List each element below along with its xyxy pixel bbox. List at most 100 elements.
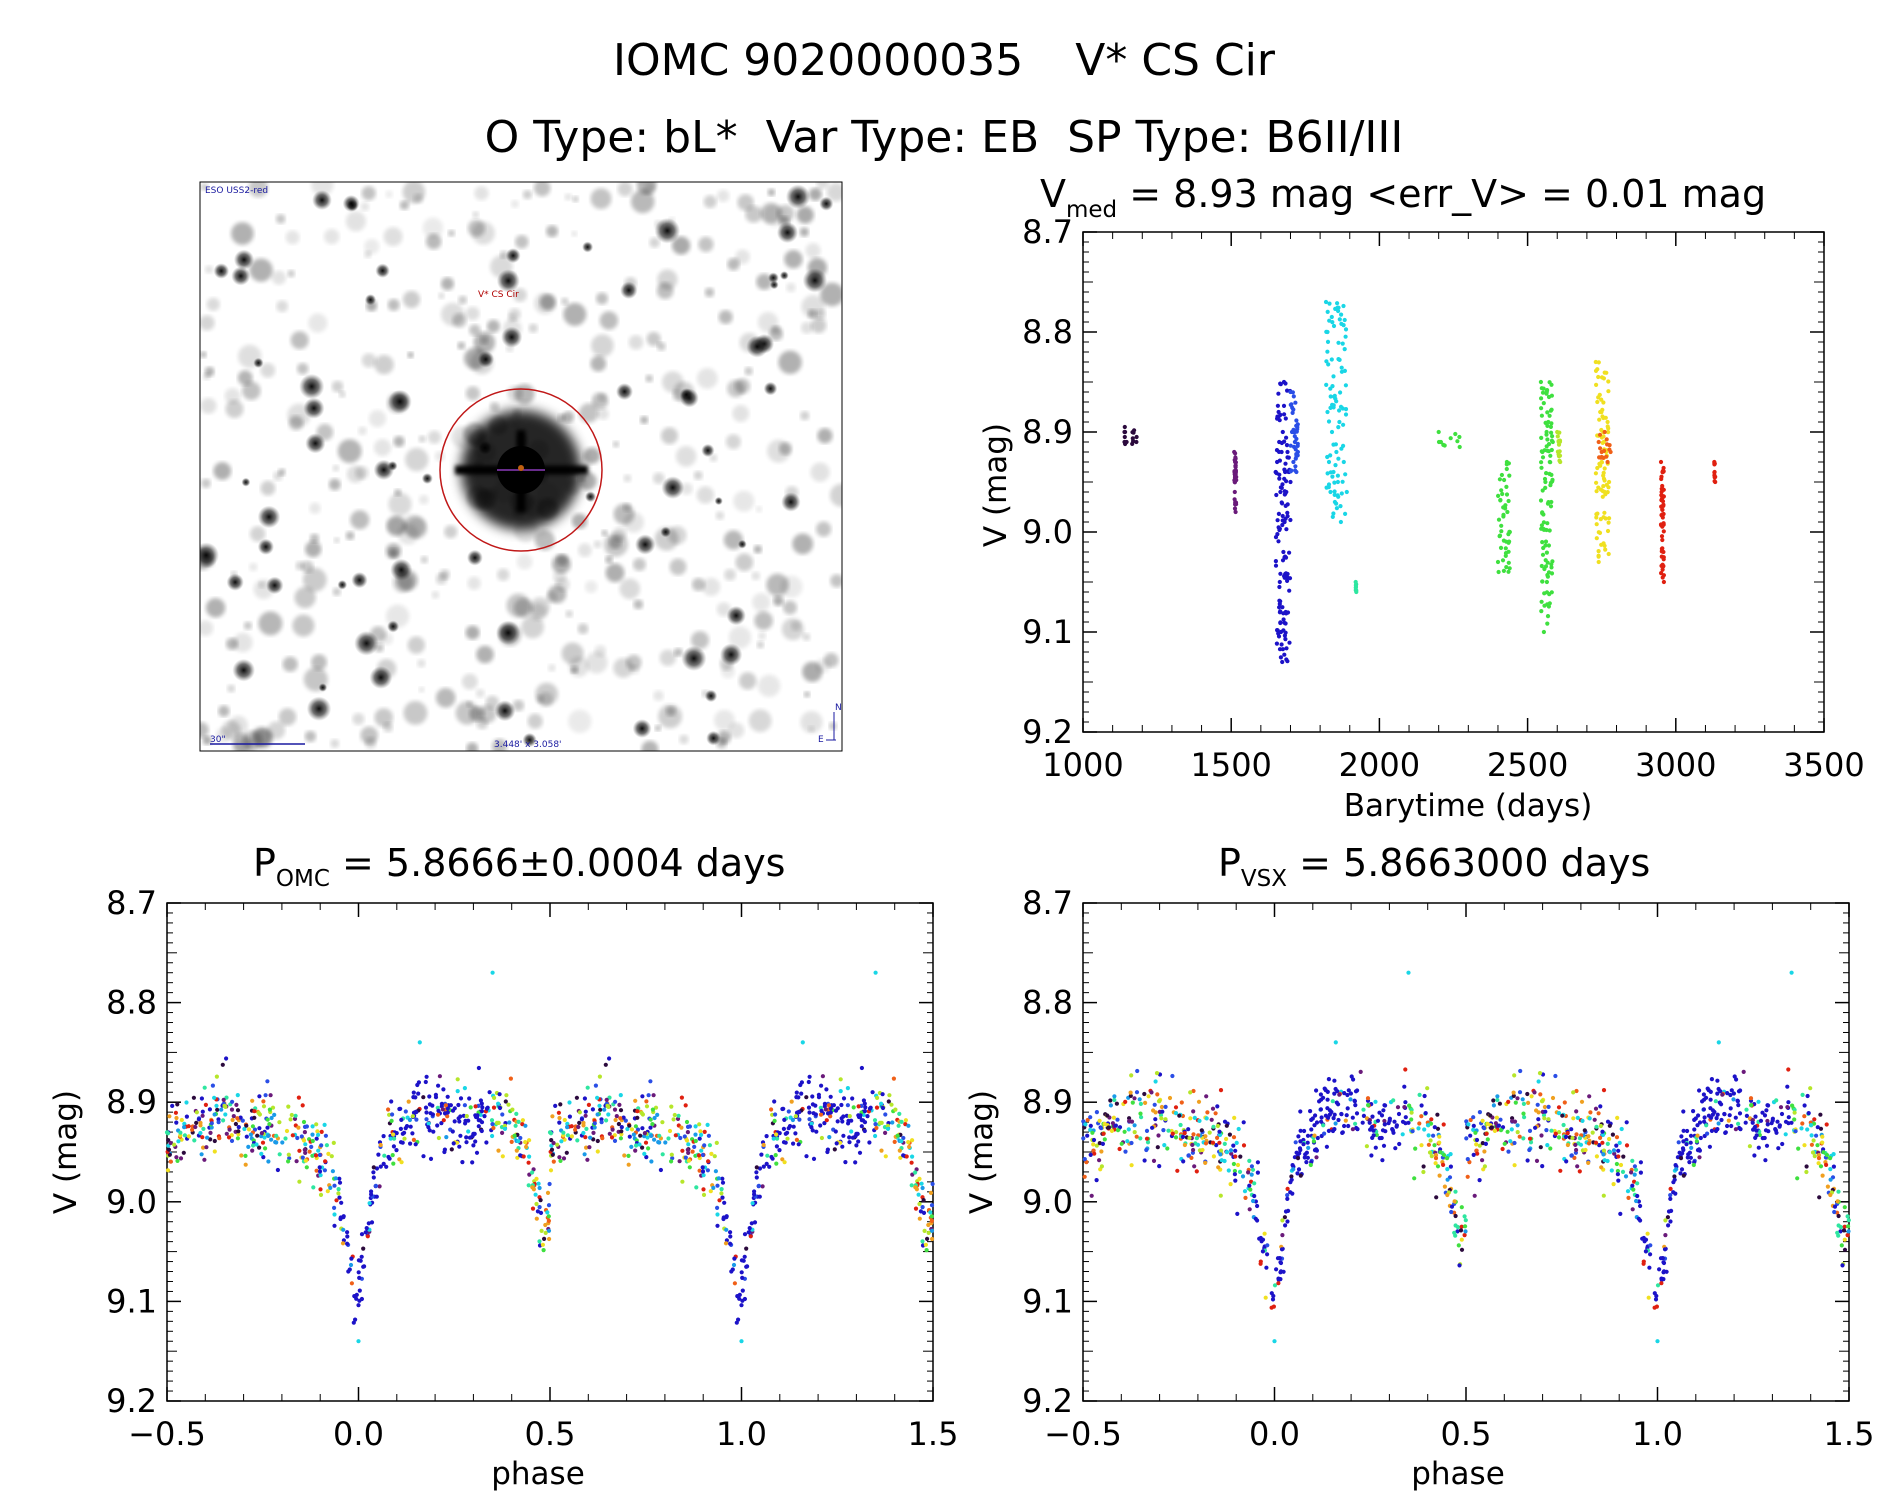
phase-vsx-point — [1163, 1104, 1168, 1109]
phase-omc-point — [272, 1112, 277, 1117]
phase-vsx-xtick-label: 1.5 — [1824, 1415, 1875, 1453]
phase-vsx-point — [1455, 1229, 1460, 1234]
phase-omc-point — [722, 1200, 727, 1205]
phase-vsx-point — [1841, 1228, 1847, 1233]
timeseries-point — [1659, 493, 1664, 498]
phase-omc-point — [807, 1117, 812, 1122]
phase-omc-point — [398, 1126, 403, 1131]
phase-vsx-point — [1728, 1092, 1733, 1098]
phase-omc-point — [316, 1132, 321, 1137]
timeseries-point — [1273, 563, 1279, 568]
finder-blob — [352, 713, 365, 725]
timeseries-point — [1600, 440, 1605, 445]
phase-omc-point — [535, 1209, 541, 1214]
phase-vsx-point — [1586, 1160, 1591, 1165]
timeseries-point — [1281, 617, 1286, 622]
phase-omc-point — [906, 1140, 911, 1145]
phase-vsx-point — [1381, 1108, 1386, 1113]
phase-vsx-point — [1521, 1136, 1526, 1141]
phase-vsx-point — [1252, 1193, 1257, 1199]
timeseries-point — [1712, 462, 1717, 467]
phase-omc-point — [220, 1062, 225, 1067]
phase-vsx-point — [1805, 1127, 1810, 1132]
phase-vsx-point — [1250, 1167, 1256, 1172]
timeseries-ytick-label: 8.8 — [1022, 313, 1073, 351]
phase-vsx-point — [1295, 1156, 1301, 1161]
phase-vsx-point — [1343, 1118, 1348, 1123]
phase-omc-point — [626, 1153, 631, 1158]
phase-omc-point — [455, 1077, 460, 1082]
phase-omc-point — [899, 1119, 904, 1124]
phase-omc-point — [349, 1281, 354, 1286]
phase-vsx-point — [1158, 1113, 1164, 1118]
phase-omc-point — [408, 1124, 413, 1129]
phase-vsx-point — [1569, 1127, 1574, 1132]
phase-vsx-point — [1340, 1130, 1345, 1135]
finder-blob — [767, 188, 776, 197]
finder-blob — [420, 555, 429, 564]
phase-vsx-point — [1088, 1152, 1093, 1157]
phase-vsx-point — [1818, 1112, 1823, 1117]
timeseries-point — [1599, 542, 1604, 547]
phase-vsx-point — [1463, 1229, 1468, 1234]
phase-omc-point — [392, 1136, 397, 1141]
phase-vsx-point — [1441, 1122, 1446, 1127]
phase-omc-point — [782, 1117, 787, 1122]
phase-omc-point — [773, 1153, 778, 1158]
phase-vsx-point — [1271, 1293, 1276, 1299]
phase-vsx-point — [1496, 1123, 1501, 1128]
finder-star — [226, 573, 244, 591]
phase-omc-point — [683, 1155, 688, 1160]
phase-omc-point — [561, 1130, 566, 1135]
phase-omc-point — [781, 1126, 787, 1131]
phase-omc-point — [613, 1117, 618, 1123]
finder-blob — [324, 228, 340, 245]
header-line2: O Type: bL* Var Type: EB SP Type: B6II/I… — [485, 112, 1404, 163]
phase-vsx-point — [1695, 1123, 1700, 1128]
phase-omc-point — [523, 1123, 528, 1128]
phase-omc-point — [856, 1104, 861, 1109]
phase-vsx-point — [1337, 1092, 1342, 1097]
phase-omc-point — [643, 1140, 649, 1145]
timeseries-point — [1284, 443, 1290, 448]
phase-vsx-point — [1681, 1139, 1686, 1144]
phase-vsx-point — [1159, 1116, 1164, 1121]
finder-blob — [250, 526, 266, 542]
phase-omc-point — [235, 1116, 240, 1121]
phase-omc-point — [224, 1131, 229, 1136]
phase-omc-point — [464, 1140, 469, 1145]
timeseries-point — [1600, 494, 1605, 499]
phase-omc-point — [822, 1101, 828, 1106]
phase-omc-point — [398, 1140, 404, 1145]
phase-omc-point — [588, 1135, 593, 1140]
phase-omc-point — [754, 1165, 759, 1170]
phase-omc-point — [280, 1140, 285, 1145]
phase-omc-ytick-label: 8.8 — [106, 984, 157, 1022]
phase-omc-xtick-label: 0.0 — [333, 1415, 384, 1453]
phase-vsx-point — [1218, 1132, 1223, 1137]
phase-omc-point — [205, 1135, 210, 1140]
phase-omc-point — [619, 1125, 624, 1130]
timeseries-xtick-label: 2000 — [1339, 746, 1420, 784]
timeseries-point — [1595, 465, 1600, 471]
phase-vsx-point — [1441, 1162, 1446, 1167]
timeseries-point — [1341, 303, 1346, 309]
phase-omc-point — [386, 1107, 391, 1112]
phase-omc-ytick-label: 9.1 — [106, 1282, 157, 1320]
phase-vsx-point — [1380, 1128, 1386, 1133]
phase-vsx-point — [1624, 1143, 1630, 1148]
phase-vsx-point — [1687, 1150, 1692, 1155]
phase-omc-point — [252, 1127, 258, 1132]
timeseries-point — [1134, 434, 1139, 440]
finder-blob — [757, 674, 781, 697]
finder-blob — [465, 306, 480, 321]
phase-vsx-point — [1155, 1092, 1160, 1097]
timeseries-point — [1660, 567, 1665, 572]
phase-vsx-point — [1249, 1164, 1254, 1169]
phase-omc-point — [650, 1122, 655, 1127]
timeseries-point — [1556, 454, 1562, 459]
phase-omc-point — [406, 1099, 411, 1104]
phase-vsx-point — [1615, 1115, 1620, 1120]
phase-vsx-point — [1204, 1094, 1209, 1099]
phase-omc-point — [389, 1118, 394, 1123]
